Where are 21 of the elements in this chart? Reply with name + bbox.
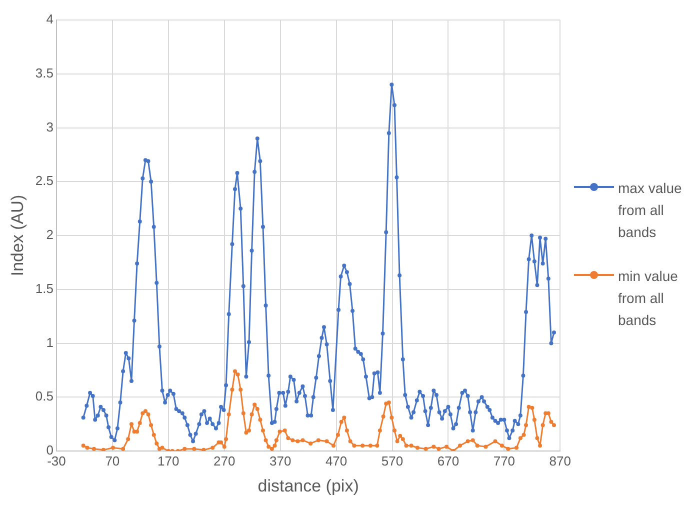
x-axis-title: distance (pix) [258,476,359,496]
y-tick-label: 2 [46,227,54,242]
y-axis-title: Index (AU) [8,194,27,276]
legend-label: max value from all bands [618,178,683,242]
y-tick-label: 3 [46,119,54,134]
y-tick-label: 1.5 [35,280,54,296]
x-tick-label: 570 [381,453,404,468]
y-tick-label: 3.5 [35,65,54,80]
y-tick-label: 4 [46,12,54,27]
x-tick-label: 270 [214,453,236,468]
y-tick-label: 2.5 [35,173,54,188]
x-tick-label: 870 [549,453,572,468]
x-tick-label: 770 [493,453,516,468]
x-tick-label: 470 [325,453,348,468]
x-tick-label: 370 [269,453,292,468]
legend-label: min value from all bands [618,266,679,330]
x-tick-label: 670 [437,453,460,468]
x-tick-label: 170 [158,453,180,468]
y-tick-label: 0.5 [35,388,54,404]
y-tick-label: 1 [46,334,54,350]
x-tick-label: 70 [105,453,120,468]
